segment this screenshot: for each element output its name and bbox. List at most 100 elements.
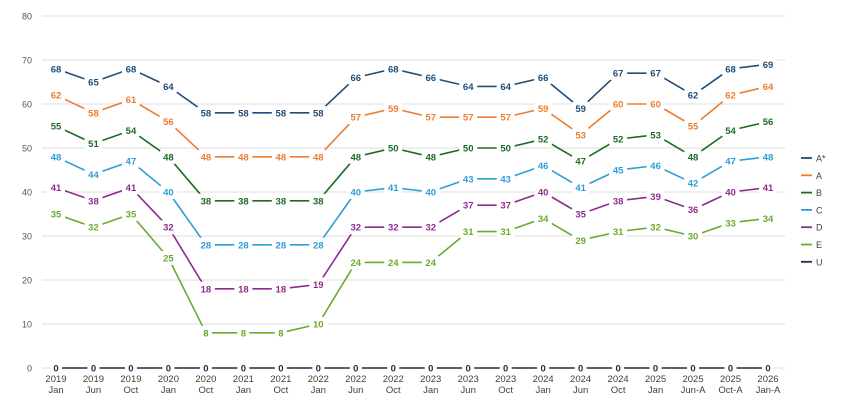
data-label-bg xyxy=(196,149,215,164)
data-label-bg xyxy=(346,185,365,199)
data-label-bg xyxy=(84,75,103,89)
data-label: 46 xyxy=(538,161,549,172)
data-label-bg xyxy=(271,149,290,164)
data-label: 0 xyxy=(353,364,358,375)
data-label-bg xyxy=(346,220,365,235)
data-label-bg xyxy=(684,176,703,191)
data-label: 40 xyxy=(725,188,736,199)
data-label-bg xyxy=(684,229,703,243)
x-tick-label: 2024 xyxy=(608,374,629,385)
data-label-bg xyxy=(609,224,628,239)
data-label-bg xyxy=(684,202,703,217)
data-label-bg xyxy=(612,361,625,375)
x-tick-label: 2019 xyxy=(83,374,104,385)
data-label: 47 xyxy=(575,157,586,168)
data-label-bg xyxy=(571,180,590,195)
legend-label: E xyxy=(816,240,822,250)
data-label: 50 xyxy=(500,144,511,155)
data-label: 38 xyxy=(313,196,324,207)
data-label-bg xyxy=(384,141,403,155)
data-label: 50 xyxy=(388,144,399,155)
data-label: 40 xyxy=(425,188,436,199)
data-label: 48 xyxy=(688,152,699,163)
data-label: 33 xyxy=(725,218,736,229)
data-label: 0 xyxy=(166,364,171,375)
y-tick-label: 10 xyxy=(22,320,32,330)
x-tick-label: Jan-A xyxy=(756,385,781,396)
x-tick-label: Jan xyxy=(236,385,251,396)
data-label-bg xyxy=(237,361,250,375)
data-labels: 68 65 68 64 58 58 58 58 66 68 66 64 64 66 59 67 67 62 68 69… xyxy=(47,57,777,375)
data-label-bg xyxy=(159,114,178,129)
data-label: 48 xyxy=(351,152,362,163)
data-label-bg xyxy=(271,193,290,208)
data-label: 58 xyxy=(238,108,249,119)
data-label-bg xyxy=(421,185,440,199)
data-label: 39 xyxy=(650,192,661,203)
y-tick-label: 70 xyxy=(22,56,32,66)
gridlines xyxy=(42,15,785,369)
data-label: 57 xyxy=(500,113,511,124)
data-label-bg xyxy=(571,127,590,142)
data-label: 35 xyxy=(126,210,137,221)
data-label-bg xyxy=(47,207,65,221)
data-label: 24 xyxy=(388,258,399,269)
data-label-bg xyxy=(346,110,365,125)
data-label: 0 xyxy=(615,364,620,375)
data-label: 51 xyxy=(88,139,99,150)
data-label-bg xyxy=(47,180,65,195)
x-tick-label: 2019 xyxy=(45,374,66,385)
data-label-bg xyxy=(646,220,665,235)
data-label: 38 xyxy=(88,196,99,207)
data-label-bg xyxy=(609,97,628,111)
data-label: 8 xyxy=(241,328,246,339)
data-label-bg xyxy=(84,105,103,120)
data-label-bg xyxy=(346,70,365,85)
data-label: 48 xyxy=(163,152,174,163)
data-label-bg xyxy=(199,325,212,340)
x-tick-label: 2023 xyxy=(495,374,516,385)
data-label-bg xyxy=(159,185,178,199)
data-label: 48 xyxy=(276,152,287,163)
y-tick-label: 30 xyxy=(22,232,32,242)
data-label-bg xyxy=(646,97,665,111)
data-label: 47 xyxy=(126,157,137,168)
data-label: 68 xyxy=(388,64,399,75)
data-label-bg xyxy=(496,79,515,94)
data-label: 56 xyxy=(763,117,774,128)
data-label: 28 xyxy=(201,240,212,251)
data-label: 18 xyxy=(276,284,287,295)
data-label-bg xyxy=(196,237,215,252)
x-tick-label: Oct xyxy=(386,385,401,396)
data-label: 0 xyxy=(466,364,471,375)
data-label-bg xyxy=(609,163,628,177)
data-label-bg xyxy=(121,123,140,138)
data-label-bg xyxy=(196,193,215,208)
x-tick-label: Oct-A xyxy=(718,385,743,396)
data-label-bg xyxy=(121,180,140,195)
data-label: 38 xyxy=(613,196,624,207)
x-tick-label: Jun-A xyxy=(681,385,706,396)
data-label-bg xyxy=(459,141,478,155)
data-label: 31 xyxy=(500,227,511,238)
data-label: 65 xyxy=(88,78,99,89)
x-tick-label: 2020 xyxy=(158,374,179,385)
data-label: 0 xyxy=(428,364,433,375)
data-label: 48 xyxy=(763,152,774,163)
data-label-bg xyxy=(159,79,178,94)
data-label-bg xyxy=(459,171,478,186)
data-label-bg xyxy=(534,211,553,226)
data-label: 54 xyxy=(725,126,736,137)
data-label-bg xyxy=(47,61,65,76)
data-label: 40 xyxy=(538,188,549,199)
data-label-bg xyxy=(759,79,777,94)
data-label-bg xyxy=(721,61,740,76)
data-label: 57 xyxy=(351,113,362,124)
data-label-bg xyxy=(421,255,440,270)
data-label: 52 xyxy=(613,135,624,146)
legend-label: A* xyxy=(816,154,826,164)
legend-label: A xyxy=(816,171,822,181)
data-label-bg xyxy=(721,88,740,103)
data-label: 37 xyxy=(500,201,511,212)
